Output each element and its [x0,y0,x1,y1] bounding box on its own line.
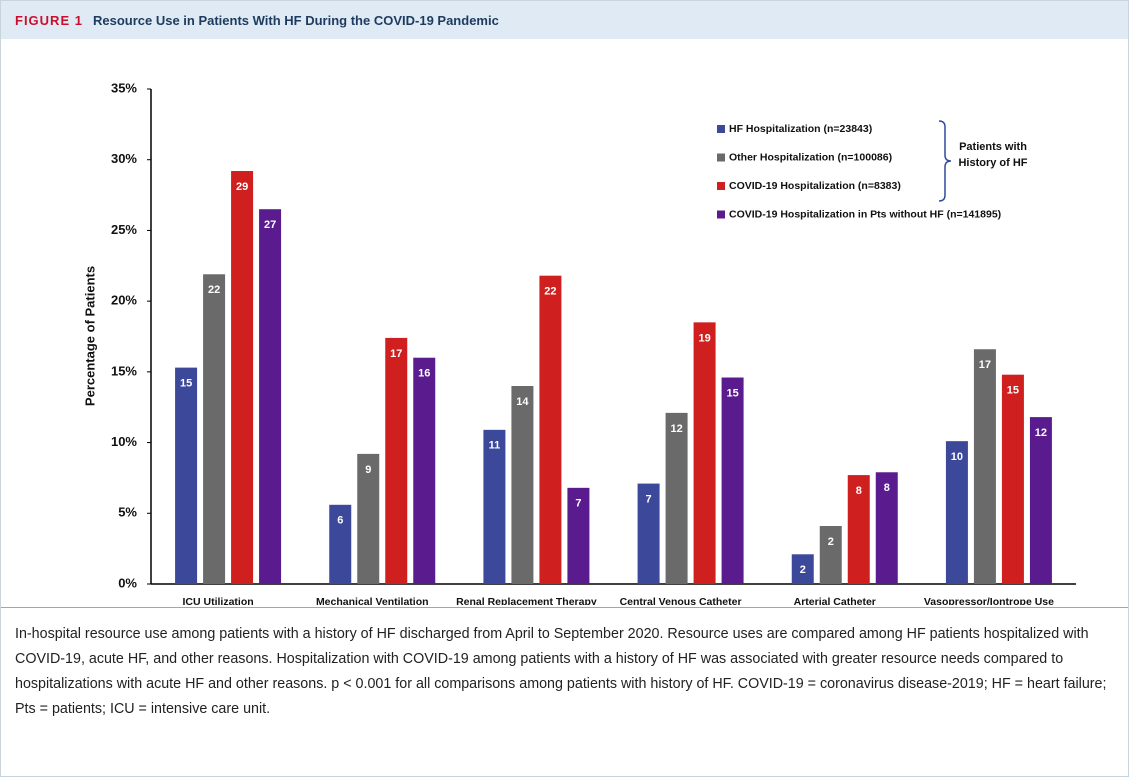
y-tick-label: 5% [118,505,137,520]
bar [259,209,282,584]
y-tick-label: 25% [111,222,137,237]
bar [847,475,870,584]
y-tick-label: 20% [111,293,137,308]
bar [637,483,660,584]
value-label: 8 [856,485,862,497]
legend-group-label: History of HF [958,157,1027,169]
bar [721,377,744,584]
y-tick-label: 35% [111,80,137,95]
bar [329,504,352,584]
value-label: 7 [575,498,581,510]
value-label: 7 [646,493,652,505]
value-label: 15 [180,378,192,390]
figure-title: Resource Use in Patients With HF During … [92,12,499,28]
y-axis-label: Percentage of Patients [82,266,97,406]
legend-swatch [717,153,725,162]
bar [413,357,436,584]
y-tick-label: 30% [111,151,137,166]
value-label: 17 [979,359,991,371]
bar [567,487,590,584]
y-tick-label: 10% [111,434,137,449]
value-label: 6 [337,515,343,527]
value-label: 16 [418,368,430,380]
bar [791,554,814,584]
legend-group-label: Patients with [959,141,1027,153]
bar [973,349,996,584]
x-tick-label: ICU Utilization [182,596,253,605]
legend-swatch [717,125,725,133]
legend-bracket [938,120,952,202]
value-label: 14 [516,396,529,408]
x-tick-label: Vasopressor/Iontrope Use [924,596,1054,605]
bar [1001,374,1024,584]
value-label: 29 [236,181,248,193]
value-label: 22 [208,284,220,296]
value-label: 27 [264,219,276,231]
x-tick-label: Mechanical Ventilation [316,596,429,605]
bar [539,275,562,584]
bar [175,367,198,584]
value-label: 9 [365,464,371,476]
value-label: 12 [670,423,682,435]
value-label: 2 [800,564,806,576]
bar [665,412,688,584]
y-tick-label: 15% [111,363,137,378]
value-label: 17 [390,348,402,360]
value-label: 2 [828,536,834,548]
legend-label: HF Hospitalization (n=23843) [729,123,872,135]
bar [875,472,898,584]
value-label: 10 [951,451,963,463]
bar [483,429,506,584]
bar [945,441,968,584]
bar [357,453,380,584]
value-label: 19 [698,332,710,344]
y-tick-label: 0% [118,575,137,590]
bar [511,386,534,584]
legend-label: COVID-19 Hospitalization in Pts without … [729,208,1001,220]
legend-swatch [717,210,725,219]
x-tick-label: Arterial Catheter [794,596,876,605]
bar [819,526,842,584]
bar [693,322,716,584]
x-tick-label: Renal Replacement Therapy [456,596,597,605]
figure-header: FIGURE 1 Resource Use in Patients With H… [1,1,1128,39]
bar [231,171,254,584]
value-label: 11 [489,440,501,452]
value-label: 15 [726,387,738,399]
value-label: 15 [1007,385,1019,397]
legend-swatch [717,182,725,190]
value-label: 22 [544,286,556,298]
legend-label: COVID-19 Hospitalization (n=8383) [729,180,901,192]
caption: In-hospital resource use among patients … [1,607,1128,722]
bar [1029,417,1052,584]
value-label: 12 [1035,427,1047,439]
chart: Percentage of Patients 0% 5% 10% 15% 20% 25% 3… [82,80,1076,605]
bar [385,337,408,584]
bar [203,274,226,584]
value-label: 8 [884,482,890,494]
legend-label: Other Hospitalization (n=100086) [729,151,892,163]
figure-label: FIGURE 1 [15,12,83,28]
x-tick-label: Central Venous Catheter [620,596,742,605]
